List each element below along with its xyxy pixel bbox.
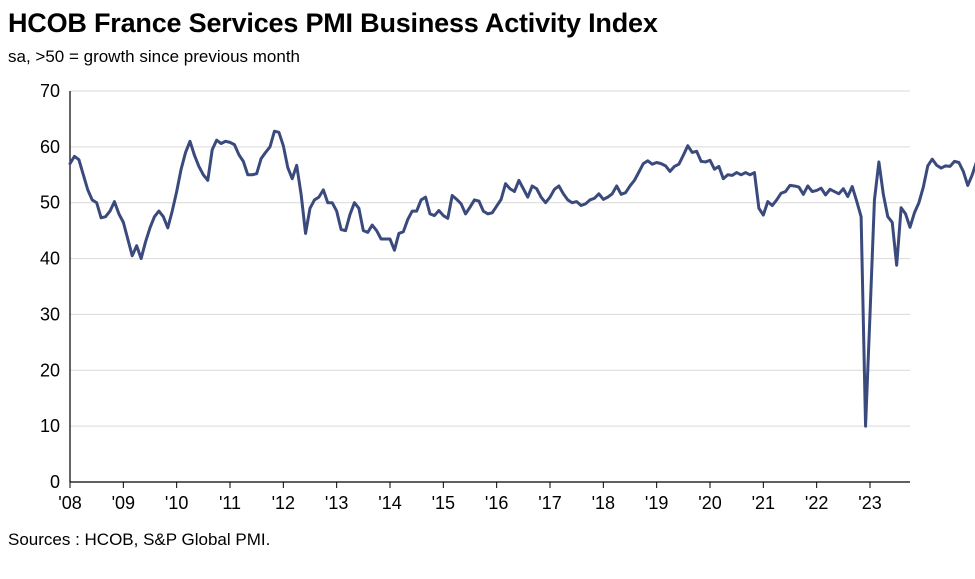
x-tick-label: '23	[858, 493, 881, 513]
chart-subtitle: sa, >50 = growth since previous month	[8, 47, 300, 66]
y-tick-label: 0	[50, 472, 60, 492]
series-line	[68, 129, 975, 428]
x-tick-label: '13	[325, 493, 348, 513]
x-tick-label: '22	[805, 493, 828, 513]
x-axis-tick-labels: '08 '09 '10 '11 '12 '13 '14 '15 '16 '17 '18 '19 '20 '…	[58, 493, 881, 513]
x-tick-label: '14	[378, 493, 401, 513]
x-tick-label: '09	[112, 493, 135, 513]
y-tick-label: 60	[40, 137, 60, 157]
axes	[69, 91, 910, 488]
y-tick-label: 20	[40, 360, 60, 380]
x-tick-label: '15	[432, 493, 455, 513]
y-axis-tick-labels: 0 10 20 30 40 50 60 70	[40, 81, 60, 492]
x-tick-label: '21	[752, 493, 775, 513]
x-tick-label: '16	[485, 493, 508, 513]
y-tick-label: 30	[40, 304, 60, 324]
y-tick-label: 10	[40, 416, 60, 436]
x-tick-label: '20	[698, 493, 721, 513]
y-tick-label: 70	[40, 81, 60, 101]
gridlines	[70, 90, 910, 427]
x-tick-label: '18	[592, 493, 615, 513]
x-tick-label: '17	[538, 493, 561, 513]
x-tick-label: '19	[645, 493, 668, 513]
series-layer	[68, 129, 975, 428]
x-tick-label: '08	[58, 493, 81, 513]
x-tick-label: '12	[272, 493, 295, 513]
y-tick-label: 50	[40, 193, 60, 213]
chart-source-note: Sources : HCOB, S&P Global PMI.	[8, 530, 271, 549]
y-tick-label: 40	[40, 249, 60, 269]
chart-title: HCOB France Services PMI Business Activi…	[8, 8, 658, 38]
x-tick-label: '10	[165, 493, 188, 513]
x-tick-label: '11	[219, 493, 241, 513]
